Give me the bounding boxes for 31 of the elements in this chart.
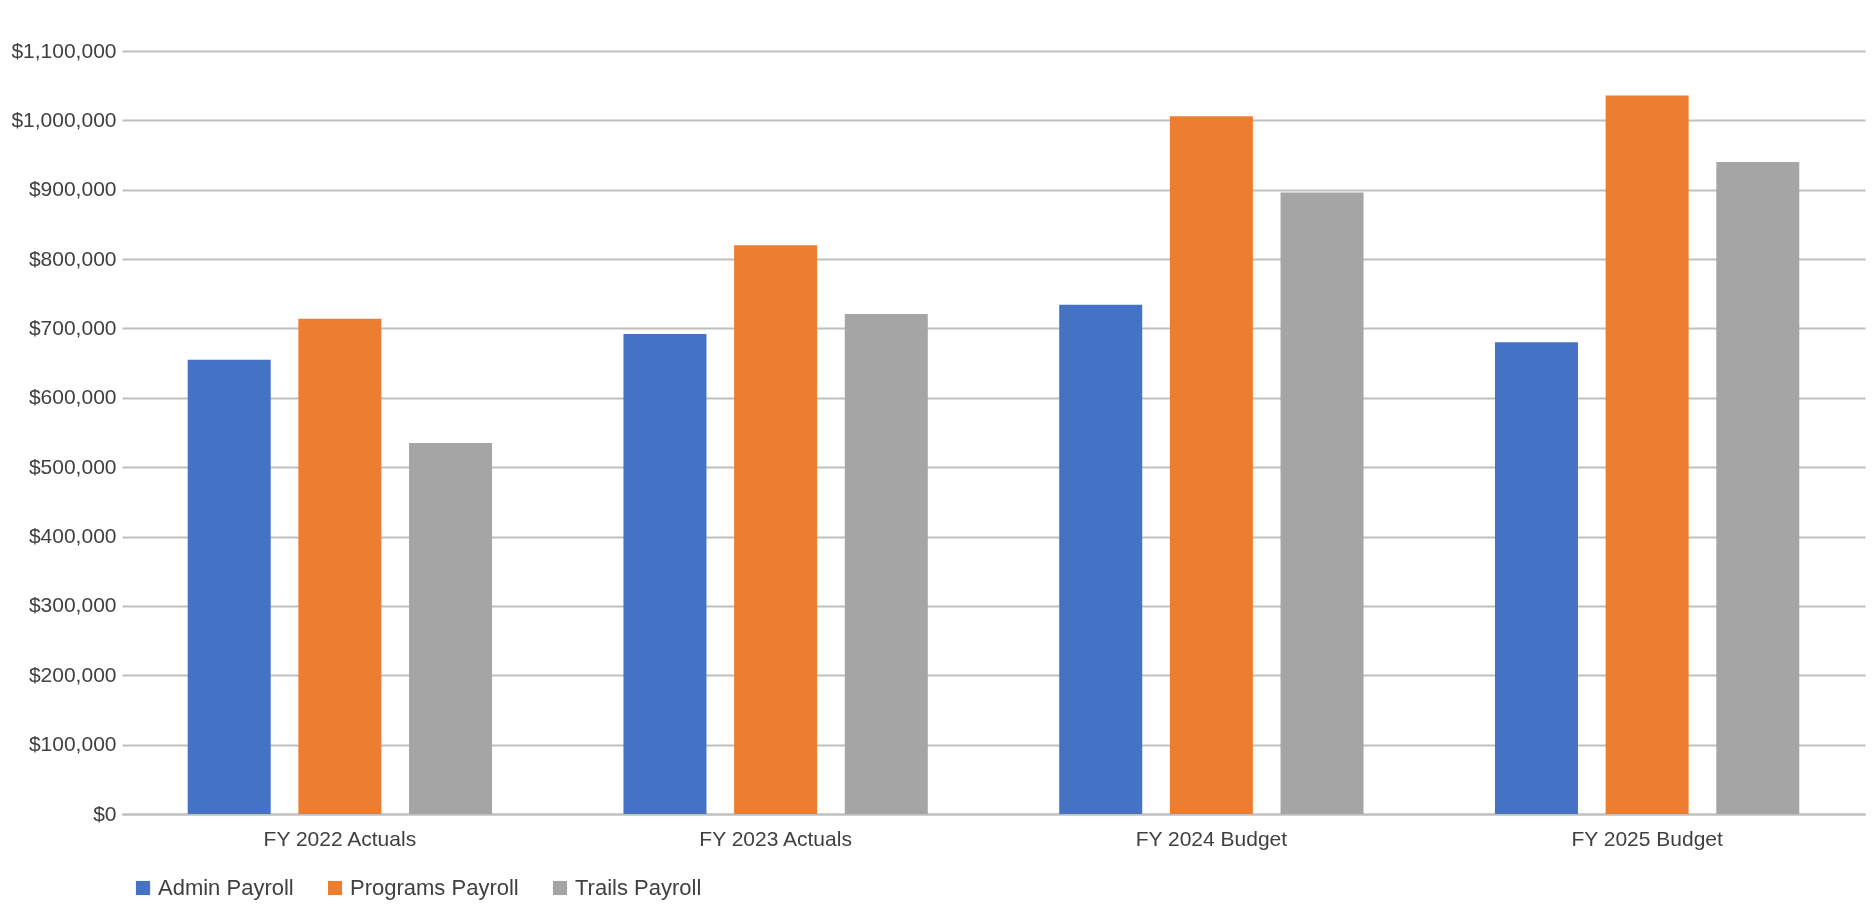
bar xyxy=(734,245,818,814)
y-tick-label: $1,100,000 xyxy=(11,38,117,62)
y-tick-label: $0 xyxy=(93,801,117,825)
bar xyxy=(844,313,928,814)
y-tick-label: $300,000 xyxy=(28,593,117,617)
bar xyxy=(1280,192,1364,814)
y-tick-label: $900,000 xyxy=(28,177,117,201)
y-tick-label: $700,000 xyxy=(28,315,117,339)
x-tick-label: FY 2024 Budget xyxy=(1135,826,1288,850)
legend-label: Programs Payroll xyxy=(350,875,519,900)
bar xyxy=(1059,304,1143,814)
y-tick-label: $200,000 xyxy=(28,662,117,686)
x-tick-label: FY 2025 Budget xyxy=(1571,826,1723,850)
bar xyxy=(187,359,271,814)
bar xyxy=(1716,161,1800,814)
x-tick-label: FY 2023 Actuals xyxy=(699,826,852,850)
bar xyxy=(298,318,382,814)
bar xyxy=(409,442,493,814)
y-tick-label: $600,000 xyxy=(28,385,117,409)
y-tick-label: $500,000 xyxy=(28,454,117,478)
x-tick-label: FY 2022 Actuals xyxy=(263,826,417,850)
bar xyxy=(1169,116,1253,814)
y-tick-label: $400,000 xyxy=(28,524,117,548)
bar xyxy=(1494,342,1578,814)
bar xyxy=(1605,95,1689,814)
y-tick-label: $1,000,000 xyxy=(11,107,117,131)
y-tick-label: $100,000 xyxy=(28,732,117,756)
legend-label: Trails Payroll xyxy=(575,875,702,900)
bar xyxy=(623,334,707,814)
legend-label: Admin Payroll xyxy=(158,875,294,900)
y-tick-label: $800,000 xyxy=(28,246,117,270)
